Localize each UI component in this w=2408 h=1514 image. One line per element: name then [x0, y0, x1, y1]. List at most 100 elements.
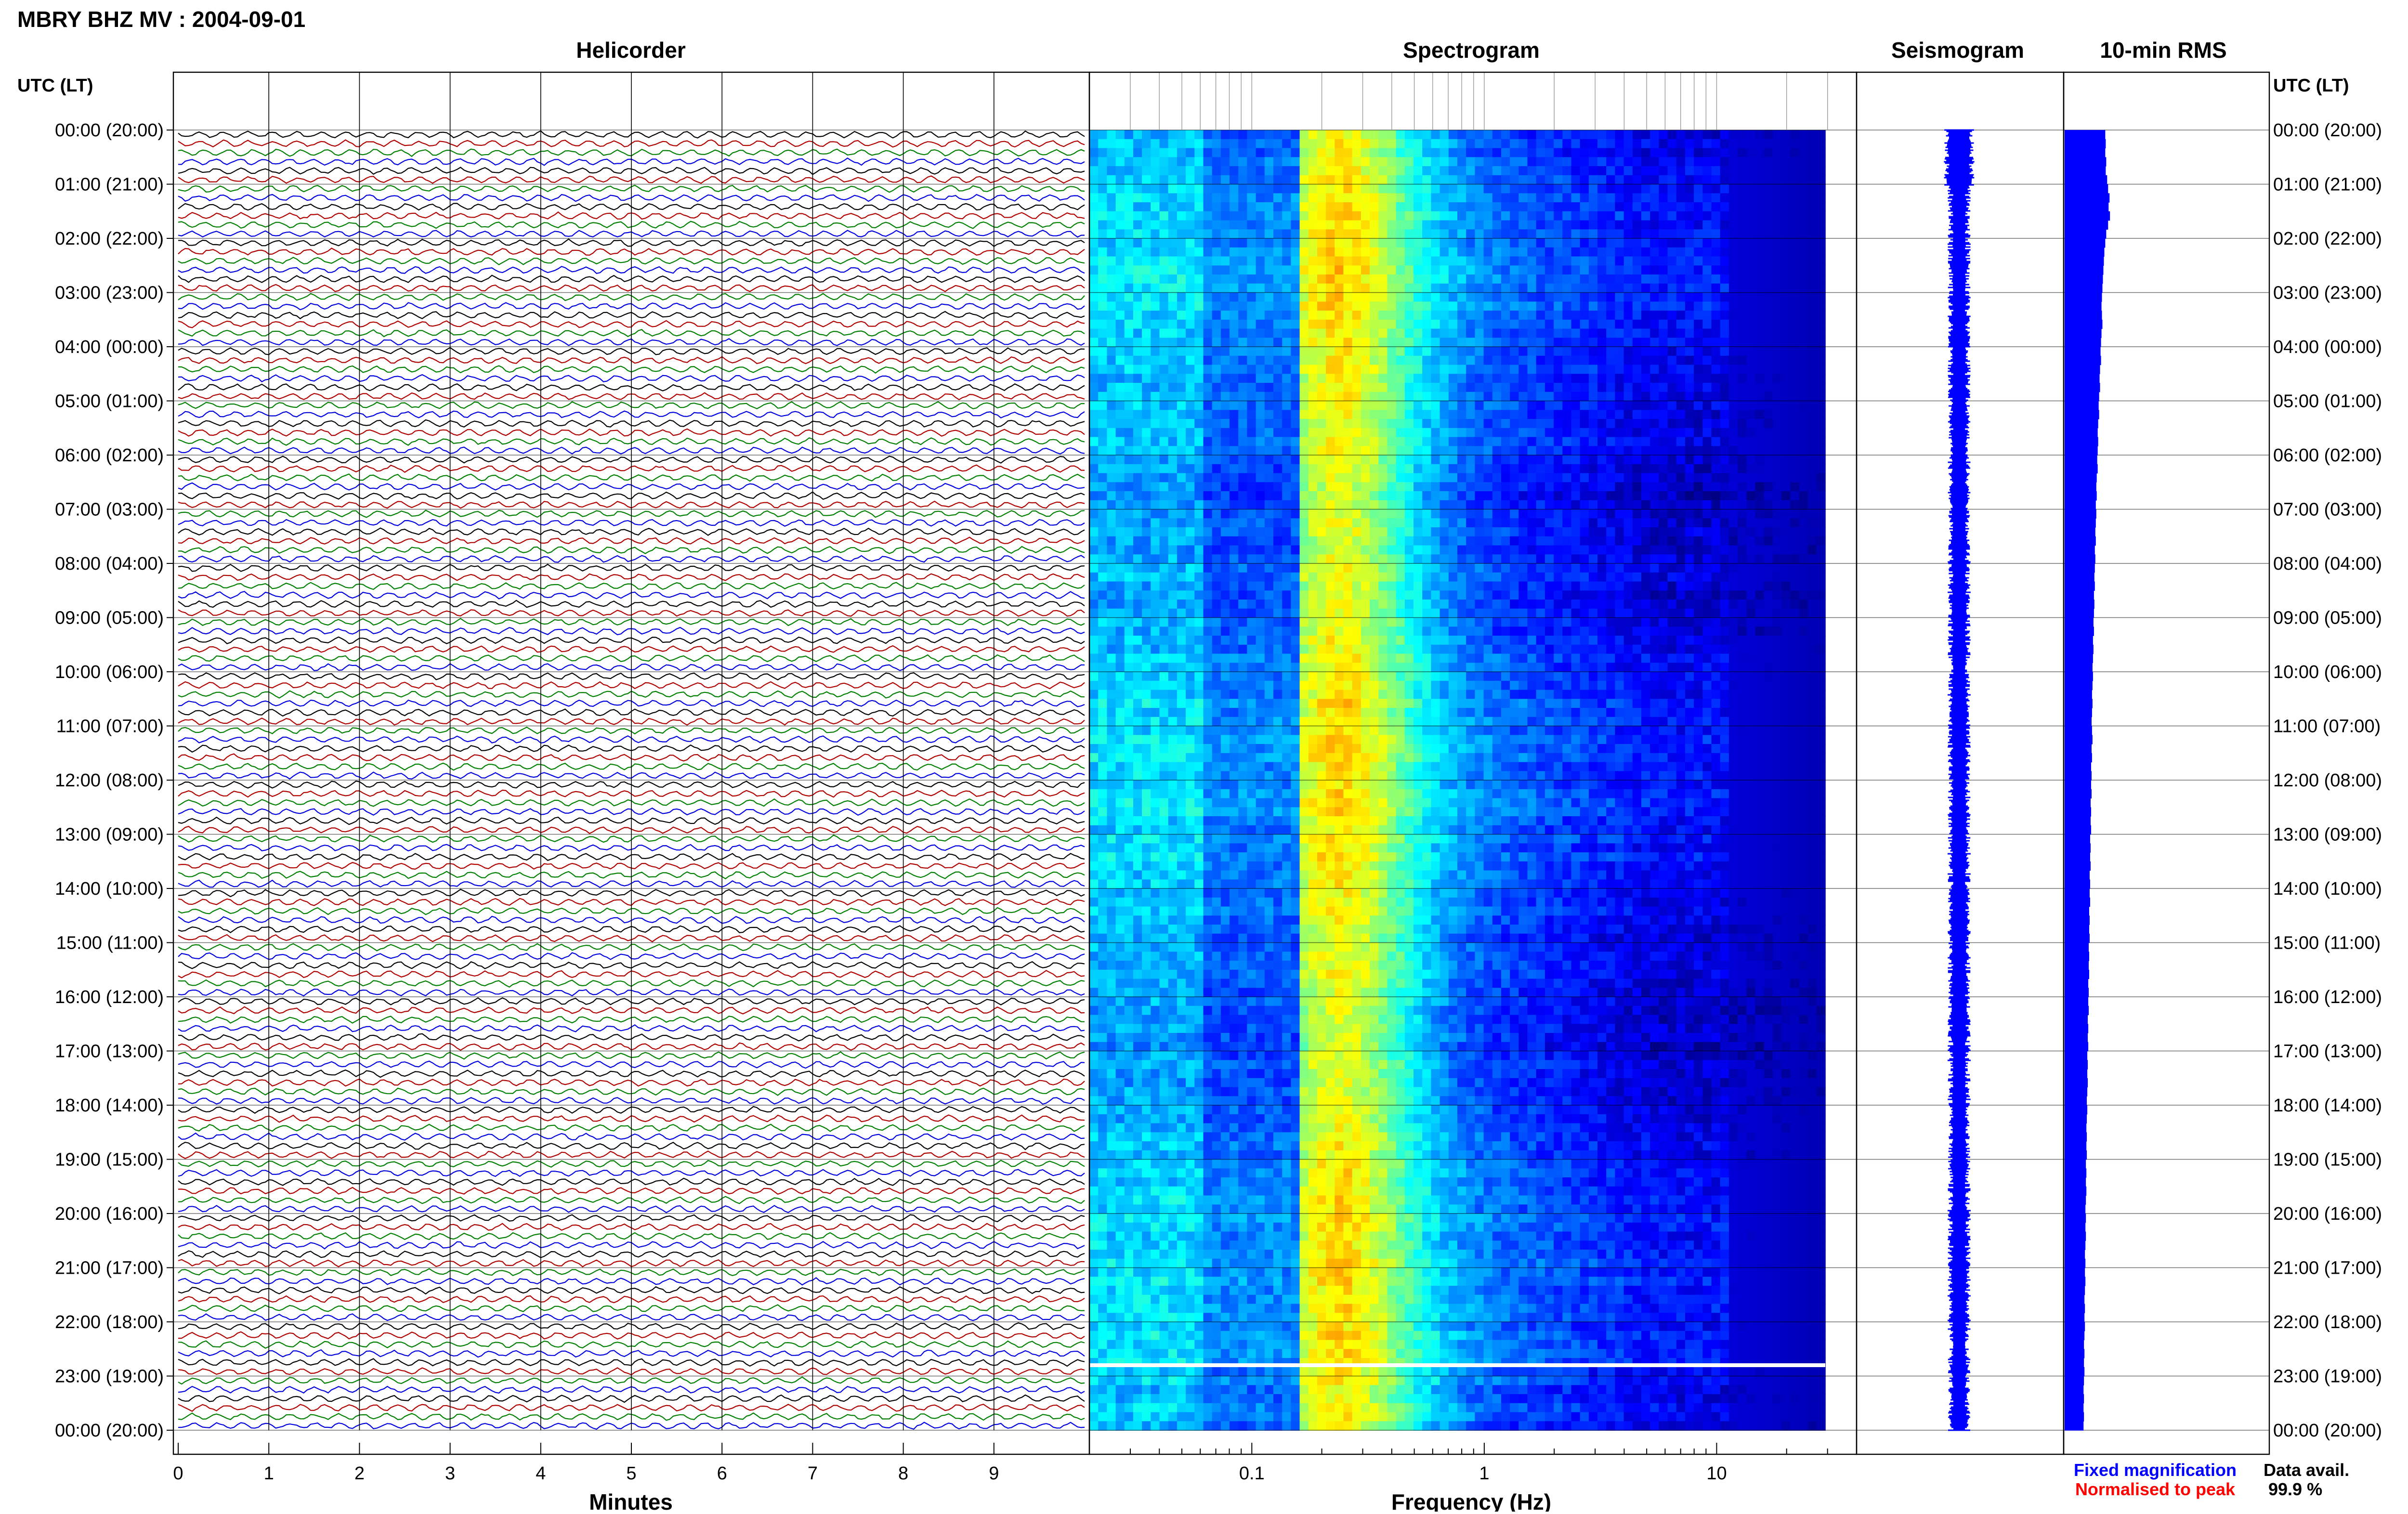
spectrogram-cell	[1335, 211, 1344, 221]
spectrogram-cell	[1115, 600, 1125, 609]
spectrogram-cell	[1335, 491, 1344, 501]
spectrogram-cell	[1738, 292, 1747, 302]
spectrogram-cell	[1107, 509, 1116, 519]
spectrogram-cell	[1772, 446, 1782, 456]
spectrogram-cell	[1597, 229, 1607, 239]
spectrogram-cell	[1781, 265, 1791, 275]
spectrogram-cell	[1361, 428, 1370, 438]
spectrogram-cell	[1667, 202, 1677, 212]
spectrogram-cell	[1335, 663, 1344, 672]
spectrogram-cell	[1317, 184, 1326, 194]
spectrogram-cell	[1738, 139, 1747, 149]
spectrogram-cell	[1816, 518, 1826, 528]
spectrogram-cell	[1571, 545, 1581, 555]
spectrogram-cell	[1404, 500, 1414, 510]
spectrogram-cell	[1597, 500, 1607, 510]
spectrogram-cell	[1510, 175, 1519, 185]
spectrogram-cell	[1597, 274, 1607, 284]
spectrogram-cell	[1790, 464, 1800, 474]
spectrogram-cell	[1133, 148, 1142, 158]
spectrogram-cell	[1606, 600, 1616, 609]
spectrogram-cell	[1431, 491, 1440, 501]
spectrogram-cell	[1475, 536, 1484, 546]
spectrogram-cell	[1755, 175, 1765, 185]
spectrogram-cell	[1422, 220, 1432, 230]
spectrogram-cell	[1501, 644, 1510, 654]
spectrogram-cell	[1440, 292, 1449, 302]
spectrogram-cell	[1807, 175, 1817, 185]
spectrogram-cell	[1378, 446, 1388, 456]
spectrogram-cell	[1203, 211, 1213, 221]
spectrogram-cell	[1247, 347, 1256, 356]
spectrogram-cell	[1361, 617, 1370, 627]
spectrogram-cell	[1483, 419, 1493, 429]
spectrogram-cell	[1659, 175, 1668, 185]
spectrogram-cell	[1299, 663, 1309, 672]
spectrogram-cell	[1781, 572, 1791, 582]
spectrogram-cell	[1580, 518, 1589, 528]
spectrogram-cell	[1711, 491, 1721, 501]
spectrogram-cell	[1124, 545, 1134, 555]
spectrogram-cell	[1659, 311, 1668, 320]
spectrogram-cell	[1124, 256, 1134, 266]
spectrogram-cell	[1799, 130, 1808, 140]
spectrogram-cell	[1781, 338, 1791, 347]
spectrogram-cell	[1230, 617, 1239, 627]
spectrogram-cell	[1440, 184, 1449, 194]
spectrogram-cell	[1431, 590, 1440, 600]
spectrogram-cell	[1554, 653, 1563, 664]
spectrogram-cell	[1422, 473, 1432, 483]
spectrogram-cell	[1807, 554, 1817, 564]
spectrogram-cell	[1510, 184, 1519, 194]
spectrogram-cell	[1107, 617, 1116, 627]
spectrogram-cell	[1089, 184, 1099, 194]
spectrogram-cell	[1413, 292, 1423, 302]
spectrogram-cell	[1518, 581, 1528, 591]
spectrogram-cell	[1580, 464, 1589, 474]
spectrogram-cell	[1422, 527, 1432, 537]
spectrogram-cell	[1597, 202, 1607, 212]
spectrogram-cell	[1256, 247, 1265, 257]
spectrogram-cell	[1124, 482, 1134, 492]
spectrogram-cell	[1378, 608, 1388, 618]
spectrogram-cell	[1448, 455, 1458, 465]
spectrogram-cell	[1650, 600, 1660, 609]
spectrogram-cell	[1115, 184, 1125, 194]
spectrogram-cell	[1816, 229, 1826, 239]
spectrogram-cell	[1107, 608, 1116, 618]
spectrogram-cell	[1291, 536, 1300, 546]
spectrogram-cell	[1168, 157, 1178, 167]
spectrogram-cell	[1746, 328, 1756, 339]
spectrogram-cell	[1378, 130, 1388, 140]
spectrogram-cell	[1588, 446, 1598, 456]
spectrogram-cell	[1790, 130, 1800, 140]
spectrogram-cell	[1816, 166, 1826, 176]
spectrogram-cell	[1308, 446, 1318, 456]
spectrogram-cell	[1308, 328, 1318, 339]
spectrogram-cell	[1483, 283, 1493, 293]
spectrogram-cell	[1781, 636, 1791, 645]
spectrogram-cell	[1343, 148, 1353, 158]
spectrogram-cell	[1764, 401, 1773, 411]
spectrogram-cell	[1746, 229, 1756, 239]
spectrogram-cell	[1554, 392, 1563, 402]
spectrogram-cell	[1089, 644, 1099, 654]
spectrogram-cell	[1632, 644, 1642, 654]
spectrogram-cell	[1168, 545, 1178, 555]
spectrogram-cell	[1510, 247, 1519, 257]
spectrogram-cell	[1317, 473, 1326, 483]
spectrogram-cell	[1168, 365, 1178, 375]
spectrogram-cell	[1799, 211, 1808, 221]
spectrogram-cell	[1124, 130, 1134, 140]
spectrogram-cell	[1291, 491, 1300, 501]
spectrogram-cell	[1554, 437, 1563, 447]
spectrogram-cell	[1764, 355, 1773, 365]
spectrogram-cell	[1177, 374, 1186, 383]
spectrogram-cell	[1711, 365, 1721, 375]
spectrogram-cell	[1413, 518, 1423, 528]
spectrogram-cell	[1676, 410, 1686, 419]
spectrogram-cell	[1702, 617, 1712, 627]
spectrogram-cell	[1159, 256, 1169, 266]
spectrogram-cell	[1501, 355, 1510, 365]
spectrogram-cell	[1159, 455, 1169, 465]
